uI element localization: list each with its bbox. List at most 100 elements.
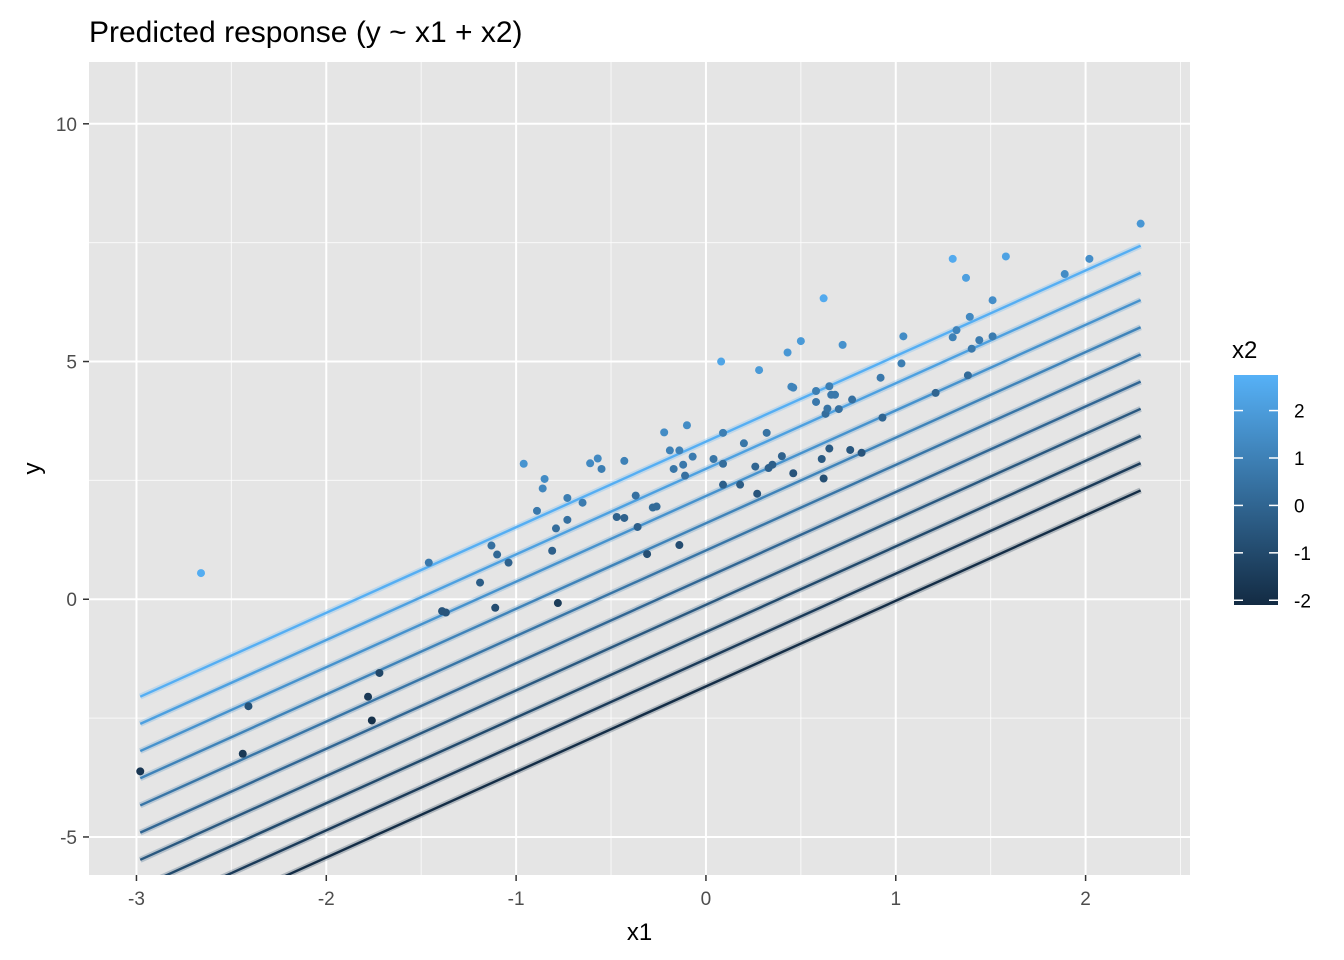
data-point [988, 296, 997, 305]
chart-title: Predicted response (y ~ x1 + x2) [89, 16, 523, 49]
data-point [789, 469, 798, 478]
data-point [476, 578, 485, 587]
y-tick-label: 0 [66, 590, 77, 611]
data-point [675, 446, 684, 455]
data-point [709, 454, 718, 463]
data-point [563, 515, 572, 524]
data-point [578, 498, 587, 507]
data-point [679, 460, 688, 469]
x-tick-label: -1 [508, 889, 525, 910]
data-point [504, 558, 513, 567]
data-point [736, 480, 745, 489]
data-point [796, 337, 805, 346]
data-point [633, 522, 642, 531]
y-axis-title: y [19, 463, 46, 475]
data-point [876, 373, 885, 382]
data-point [586, 459, 595, 468]
data-point [675, 541, 684, 550]
x-tick-label: 1 [890, 889, 901, 910]
x-tick-label: -2 [318, 889, 335, 910]
data-point [196, 569, 205, 578]
data-point [783, 348, 792, 357]
x-tick-label: 2 [1080, 889, 1091, 910]
data-point [963, 371, 972, 380]
data-point [367, 716, 376, 725]
data-point [665, 446, 674, 455]
data-point [988, 332, 997, 341]
data-point [612, 512, 621, 521]
data-point [762, 428, 771, 437]
data-point [819, 474, 828, 483]
data-point [931, 388, 940, 397]
legend: x2 2 1 0 -1 -2 [1232, 337, 1311, 612]
fitted-line [139, 353, 1142, 807]
x-tick-label: -3 [128, 889, 145, 910]
data-point [768, 460, 777, 469]
data-point [751, 462, 760, 471]
data-point [688, 452, 697, 461]
data-point [967, 344, 976, 353]
data-point [375, 668, 384, 677]
data-point [491, 603, 500, 612]
colorbar-ticks: 2 1 0 -1 -2 [1234, 402, 1311, 612]
data-point [551, 524, 560, 533]
data-point [364, 692, 373, 701]
data-point [948, 254, 957, 263]
x-tick-label: 0 [701, 889, 712, 910]
fitted-line [139, 407, 1142, 861]
data-point [812, 387, 821, 396]
data-point [899, 332, 908, 341]
data-point [948, 333, 957, 342]
data-point [965, 312, 974, 321]
data-point [739, 439, 748, 448]
fitted-line [164, 434, 1142, 875]
data-point [519, 459, 528, 468]
data-point [962, 273, 971, 282]
data-point [878, 413, 887, 422]
data-point [789, 383, 798, 392]
y-tick-label: -5 [60, 828, 77, 849]
colorbar-tick-label: 1 [1294, 449, 1305, 470]
data-point [975, 336, 984, 345]
axis-ticks: -3 -2 -1 0 1 2 -5 0 5 10 [56, 115, 1091, 910]
data-point [823, 404, 832, 413]
data-point [846, 445, 855, 454]
colorbar [1234, 375, 1278, 605]
data-point [848, 395, 857, 404]
data-point [834, 405, 843, 414]
data-point [652, 502, 661, 511]
data-point [1060, 270, 1069, 279]
data-point [238, 749, 247, 758]
data-point [669, 464, 678, 473]
data-point [777, 452, 786, 461]
data-point [812, 397, 821, 406]
data-point [553, 599, 562, 608]
data-point [857, 448, 866, 457]
data-point [441, 608, 450, 617]
data-point [244, 702, 253, 711]
x-axis-title: x1 [627, 919, 652, 946]
data-point [540, 474, 549, 483]
legend-title: x2 [1232, 337, 1257, 364]
data-point [136, 767, 145, 776]
data-point [831, 390, 840, 399]
data-point [487, 541, 496, 550]
data-point [597, 464, 606, 473]
data-point [548, 546, 557, 555]
colorbar-tick-label: -1 [1294, 544, 1311, 565]
data-point [643, 550, 652, 559]
data-point [538, 484, 547, 493]
data-point [952, 326, 961, 335]
data-point [825, 382, 834, 391]
fitted-line [139, 326, 1142, 780]
data-point [631, 491, 640, 500]
fitted-line [284, 489, 1142, 875]
data-point [532, 506, 541, 515]
data-point [838, 340, 847, 349]
data-point [719, 459, 728, 468]
data-point [682, 421, 691, 430]
data-point [620, 513, 629, 522]
y-tick-label: 5 [66, 353, 77, 374]
data-point [817, 454, 826, 463]
